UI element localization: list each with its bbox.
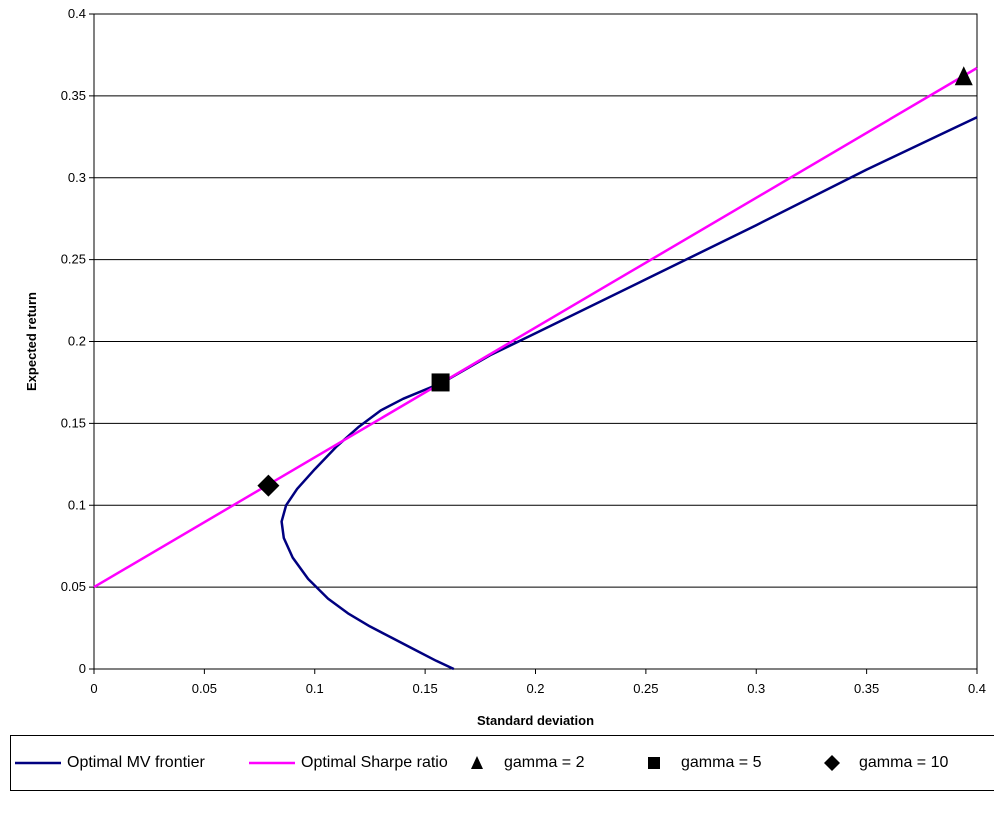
legend-label: Optimal MV frontier xyxy=(67,754,205,771)
legend-item: gamma = 10 xyxy=(821,752,948,774)
legend-line-swatch xyxy=(15,761,61,765)
gamma-2-marker xyxy=(954,66,973,86)
x-tick-label: 0.1 xyxy=(306,681,324,696)
legend-triangle-icon xyxy=(471,756,483,769)
x-tick-label: 0.05 xyxy=(192,681,217,696)
gridlines xyxy=(94,13,977,588)
x-axis-label: Standard deviation xyxy=(477,713,594,728)
legend-item: gamma = 5 xyxy=(643,752,761,774)
tick-labels: 0 0.05 0.1 0.15 0.2 0.25 0.3 0.35 0.4 0 0.05 0.1 0.1… xyxy=(61,6,986,696)
legend-item: Optimal MV frontier xyxy=(15,752,205,774)
y-tick-label: 0.15 xyxy=(61,415,86,430)
legend-item: Optimal Sharpe ratio xyxy=(249,752,448,774)
y-tick-label: 0.25 xyxy=(61,252,86,267)
plot-area xyxy=(93,66,978,671)
gamma-5-marker xyxy=(431,373,450,392)
y-tick-label: 0.3 xyxy=(68,170,86,185)
legend-square-icon xyxy=(648,757,660,769)
y-tick-label: 0.05 xyxy=(61,579,86,594)
legend-square-icon xyxy=(648,757,660,769)
legend-line-swatch xyxy=(249,761,295,765)
legend-label: gamma = 5 xyxy=(681,754,762,771)
y-tick-label: 0 xyxy=(79,661,86,676)
legend-diamond-icon xyxy=(824,755,840,771)
plot-border xyxy=(93,13,978,670)
chart: 0 0.05 0.1 0.15 0.2 0.25 0.3 0.35 0.4 0 0.05 0.1 0.1… xyxy=(24,6,986,728)
y-tick-label: 0.4 xyxy=(68,6,86,21)
x-tick-label: 0 xyxy=(90,681,97,696)
y-axis-label: Expected return xyxy=(24,292,39,391)
y-tick-label: 0.1 xyxy=(68,497,86,512)
legend-item: gamma = 2 xyxy=(466,752,584,774)
x-tick-label: 0.3 xyxy=(747,681,765,696)
legend-label: Optimal Sharpe ratio xyxy=(301,754,448,771)
y-tick-label: 0.2 xyxy=(68,334,86,349)
legend-label: gamma = 10 xyxy=(859,754,949,771)
legend: Optimal MV frontier Optimal Sharpe ratio g… xyxy=(10,735,994,791)
optimal-sharpe-ratio-line xyxy=(93,66,978,589)
axes xyxy=(89,13,978,674)
gamma-10-marker xyxy=(257,474,280,497)
legend-diamond-icon xyxy=(824,755,840,771)
y-tick-label: 0.35 xyxy=(61,88,86,103)
legend-triangle-icon xyxy=(471,756,483,769)
legend-label: gamma = 2 xyxy=(504,754,585,771)
x-tick-label: 0.15 xyxy=(412,681,437,696)
optimal-mv-frontier-line xyxy=(280,116,978,671)
x-tick-label: 0.2 xyxy=(526,681,544,696)
x-tick-label: 0.4 xyxy=(968,681,986,696)
x-tick-label: 0.35 xyxy=(854,681,879,696)
x-tick-label: 0.25 xyxy=(633,681,658,696)
